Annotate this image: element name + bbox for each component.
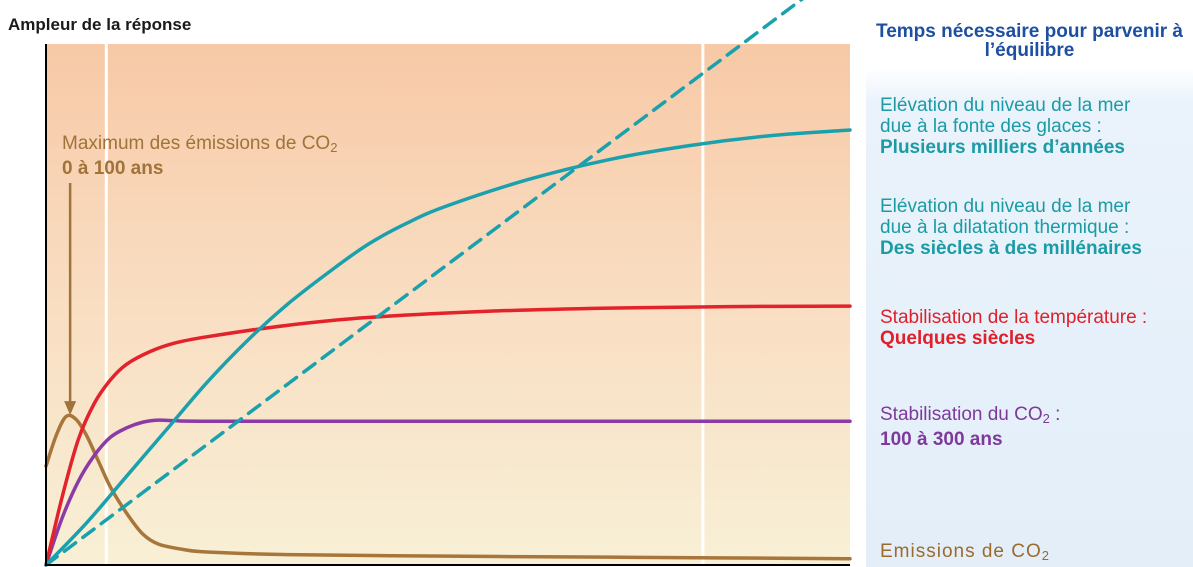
legend-sea-ice-time: Plusieurs milliers d’années — [880, 137, 1125, 158]
peak-annotation-text: Maximum des émissions de CO — [62, 133, 330, 154]
legend-co2-colon: : — [1050, 404, 1061, 425]
right-panel-background — [866, 0, 1193, 567]
legend-co2-stabilisation: Stabilisation du CO2 : 100 à 300 ans — [880, 404, 1060, 450]
legend-sea-ice-line1: Elévation du niveau de la mer — [880, 95, 1130, 116]
legend-emissions: Emissions de CO2 — [880, 541, 1050, 566]
legend-sea-ice: Elévation du niveau de la mer due à la f… — [880, 95, 1130, 158]
legend-emissions-subscript: 2 — [1042, 548, 1050, 563]
legend-sea-thermal-time: Des siècles à des millénaires — [880, 238, 1142, 259]
panel-title: Temps nécessaire pour parvenir à l’équil… — [866, 22, 1193, 60]
peak-emission-annotation: Maximum des émissions de CO2 0 à 100 ans — [62, 133, 337, 179]
legend-sea-thermal-line2: due à la dilatation thermique : — [880, 217, 1129, 238]
legend-sea-thermal-line1: Elévation du niveau de la mer — [880, 196, 1130, 217]
legend-co2-time: 100 à 300 ans — [880, 429, 1003, 450]
chart-area — [0, 0, 866, 567]
legend-temperature-line1: Stabilisation de la température : — [880, 307, 1147, 328]
peak-annotation-subscript: 2 — [330, 140, 337, 155]
legend-emissions-text: Emissions de CO — [880, 541, 1042, 562]
legend-co2-subscript: 2 — [1043, 411, 1050, 426]
legend-sea-ice-line2: due à la fonte des glaces : — [880, 116, 1102, 137]
y-axis-title: Ampleur de la réponse — [8, 15, 191, 35]
legend-co2-line1: Stabilisation du CO — [880, 404, 1043, 425]
legend-temperature-time: Quelques siècles — [880, 328, 1035, 349]
legend-sea-thermal: Elévation du niveau de la mer due à la d… — [880, 196, 1142, 259]
peak-annotation-time: 0 à 100 ans — [62, 158, 163, 179]
legend-temperature: Stabilisation de la température : Quelqu… — [880, 307, 1147, 349]
